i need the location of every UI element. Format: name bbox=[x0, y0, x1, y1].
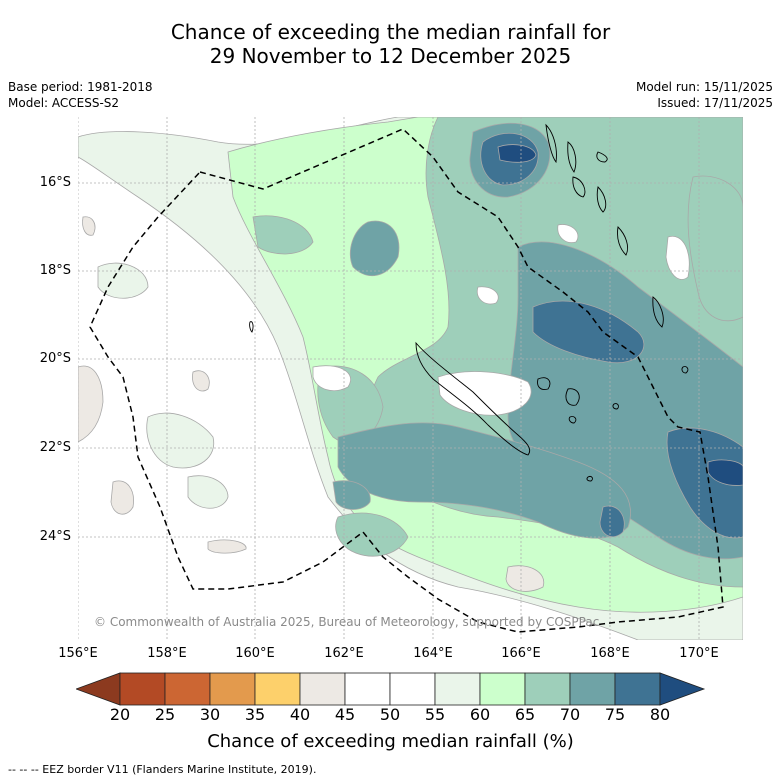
colorbar-low-extend bbox=[76, 672, 121, 706]
vanuatu-coast bbox=[545, 123, 664, 328]
colorbar-tick-label: 40 bbox=[289, 705, 311, 724]
eez-footnote: -- -- -- EEZ border V11 (Flanders Marine… bbox=[8, 763, 317, 776]
lat-label: 24°S bbox=[39, 529, 71, 544]
colorbar-segment bbox=[479, 672, 526, 706]
rainfall-map: © Commonwealth of Australia 2025, Bureau… bbox=[78, 117, 743, 640]
colorbar-tick-label: 25 bbox=[154, 705, 176, 724]
small-islands bbox=[249, 321, 689, 482]
new-caledonia-coast bbox=[415, 341, 531, 456]
colorbar-segment bbox=[389, 672, 436, 706]
colorbar-segment bbox=[569, 672, 616, 706]
colorbar-tick-label: 70 bbox=[559, 705, 581, 724]
lon-label: 170°E bbox=[679, 646, 719, 661]
colorbar-tick-label: 65 bbox=[514, 705, 536, 724]
chart-title-line-2: 29 November to 12 December 2025 bbox=[209, 44, 572, 68]
lon-label: 164°E bbox=[413, 646, 453, 661]
lat-label: 22°S bbox=[39, 440, 71, 455]
model-label: Model: ACCESS-S2 bbox=[8, 96, 120, 110]
base-period-label: Base period: 1981-2018 bbox=[8, 80, 153, 94]
colorbar-segment bbox=[299, 672, 346, 706]
colorbar-segment bbox=[119, 672, 166, 706]
colorbar-segment bbox=[434, 672, 481, 706]
band-75-80 bbox=[480, 133, 743, 539]
lat-label: 18°S bbox=[39, 263, 71, 278]
lon-label: 166°E bbox=[501, 646, 541, 661]
colorbar-tick-label: 55 bbox=[424, 705, 446, 724]
lon-label: 160°E bbox=[235, 646, 275, 661]
colorbar-tick-label: 20 bbox=[109, 705, 131, 724]
colorbar-tick-label: 80 bbox=[649, 705, 671, 724]
colorbar-segment bbox=[254, 672, 301, 706]
colorbar-tick-label: 45 bbox=[334, 705, 356, 724]
colorbar-tick-label: 50 bbox=[379, 705, 401, 724]
colorbar-tick-label: 60 bbox=[469, 705, 491, 724]
band-40-45 bbox=[78, 216, 545, 592]
colorbar-title: Chance of exceeding median rainfall (%) bbox=[207, 731, 574, 752]
colorbar-segment bbox=[164, 672, 211, 706]
lon-label: 168°E bbox=[590, 646, 630, 661]
issued-label: Issued: 17/11/2025 bbox=[657, 96, 773, 110]
colorbar-tick-label: 30 bbox=[199, 705, 221, 724]
model-run-label: Model run: 15/11/2025 bbox=[635, 80, 773, 94]
colorbar-tick-label: 35 bbox=[244, 705, 266, 724]
colorbar bbox=[76, 672, 706, 706]
loyalty-islands-coast bbox=[537, 377, 580, 406]
lat-label: 16°S bbox=[39, 175, 71, 190]
colorbar-segment bbox=[524, 672, 571, 706]
lat-label: 20°S bbox=[39, 351, 71, 366]
coastlines bbox=[249, 123, 689, 482]
lon-label: 156°E bbox=[58, 646, 98, 661]
copyright-text: © Commonwealth of Australia 2025, Bureau… bbox=[94, 615, 599, 629]
colorbar-high-extend bbox=[659, 672, 706, 706]
band-80-plus bbox=[497, 144, 743, 486]
colorbar-segment bbox=[614, 672, 661, 706]
colorbar-segment bbox=[344, 672, 391, 706]
colorbar-segment bbox=[209, 672, 256, 706]
lon-label: 162°E bbox=[324, 646, 364, 661]
colorbar-tick-label: 75 bbox=[604, 705, 626, 724]
lon-label: 158°E bbox=[147, 646, 187, 661]
eez-border bbox=[89, 128, 724, 633]
chart-title-line-1: Chance of exceeding the median rainfall … bbox=[170, 20, 611, 44]
